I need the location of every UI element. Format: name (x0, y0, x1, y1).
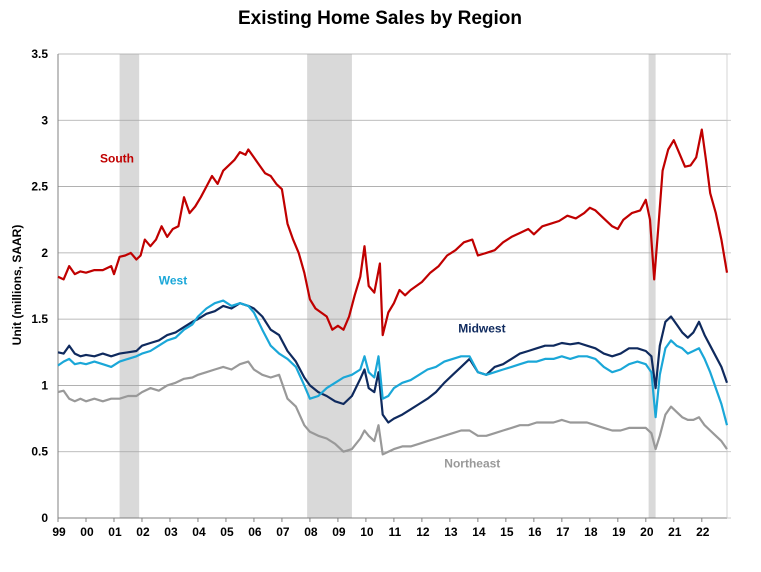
x-tick-label-07: 07 (276, 525, 290, 539)
x-tick-label-08: 08 (304, 525, 318, 539)
x-tick-label-99: 99 (52, 525, 66, 539)
x-tick-label-16: 16 (528, 525, 542, 539)
x-tick-label-09: 09 (332, 525, 346, 539)
y-axis-label: Unit (millions, SAAR) (10, 225, 24, 346)
y-tick-label-1: 1 (41, 378, 48, 392)
x-tick-label-04: 04 (192, 525, 206, 539)
x-tick-label-06: 06 (248, 525, 262, 539)
x-tick-label-20: 20 (640, 525, 654, 539)
x-tick-label-02: 02 (136, 525, 150, 539)
series-label-west: West (159, 274, 187, 288)
recession-band-1 (307, 54, 352, 518)
y-tick-label-1.5: 1.5 (31, 312, 48, 326)
x-tick-label-21: 21 (668, 525, 682, 539)
x-tick-label-10: 10 (360, 525, 374, 539)
series-line-south (57, 128, 729, 337)
series-label-northeast: Northeast (444, 457, 500, 471)
series-label-midwest: Midwest (458, 321, 505, 335)
series-line-midwest (57, 302, 729, 424)
x-tick-label-11: 11 (389, 525, 402, 539)
y-tick-label-3: 3 (41, 113, 48, 127)
x-tick-label-12: 12 (416, 525, 430, 539)
axes: 0 0.5 1 1.5 2 2.5 3 3.5 99 00 01 02 03 04 05 06 07 08 09 10… (31, 47, 731, 539)
recession-band-0 (119, 54, 140, 518)
y-tick-label-0.5: 0.5 (31, 445, 48, 459)
chart-title: Existing Home Sales by Region (238, 8, 522, 29)
x-tick-label-03: 03 (164, 525, 178, 539)
y-tick-label-2: 2 (41, 246, 48, 260)
y-tick-label-3.5: 3.5 (31, 47, 48, 61)
y-tick-label-0: 0 (41, 511, 48, 525)
x-tick-label-01: 01 (108, 525, 122, 539)
series-label-south: South (100, 152, 134, 166)
x-tick-label-14: 14 (472, 525, 486, 539)
recession-bands (119, 54, 656, 518)
x-tick-label-19: 19 (612, 525, 626, 539)
x-tick-label-17: 17 (556, 525, 570, 539)
recession-band-2 (648, 54, 656, 518)
x-tick-label-22: 22 (696, 525, 710, 539)
series-lines (57, 128, 729, 456)
x-tick-label-05: 05 (220, 525, 234, 539)
x-tick-label-15: 15 (500, 525, 514, 539)
gridlines (58, 53, 727, 453)
x-tick-label-00: 00 (80, 525, 94, 539)
y-tick-label-2.5: 2.5 (31, 180, 48, 194)
x-tick-label-18: 18 (584, 525, 598, 539)
x-tick-label-13: 13 (444, 525, 458, 539)
series-labels: South Midwest West Northeast (100, 152, 506, 471)
series-line-northeast (57, 360, 728, 456)
series-line-west (57, 299, 729, 426)
